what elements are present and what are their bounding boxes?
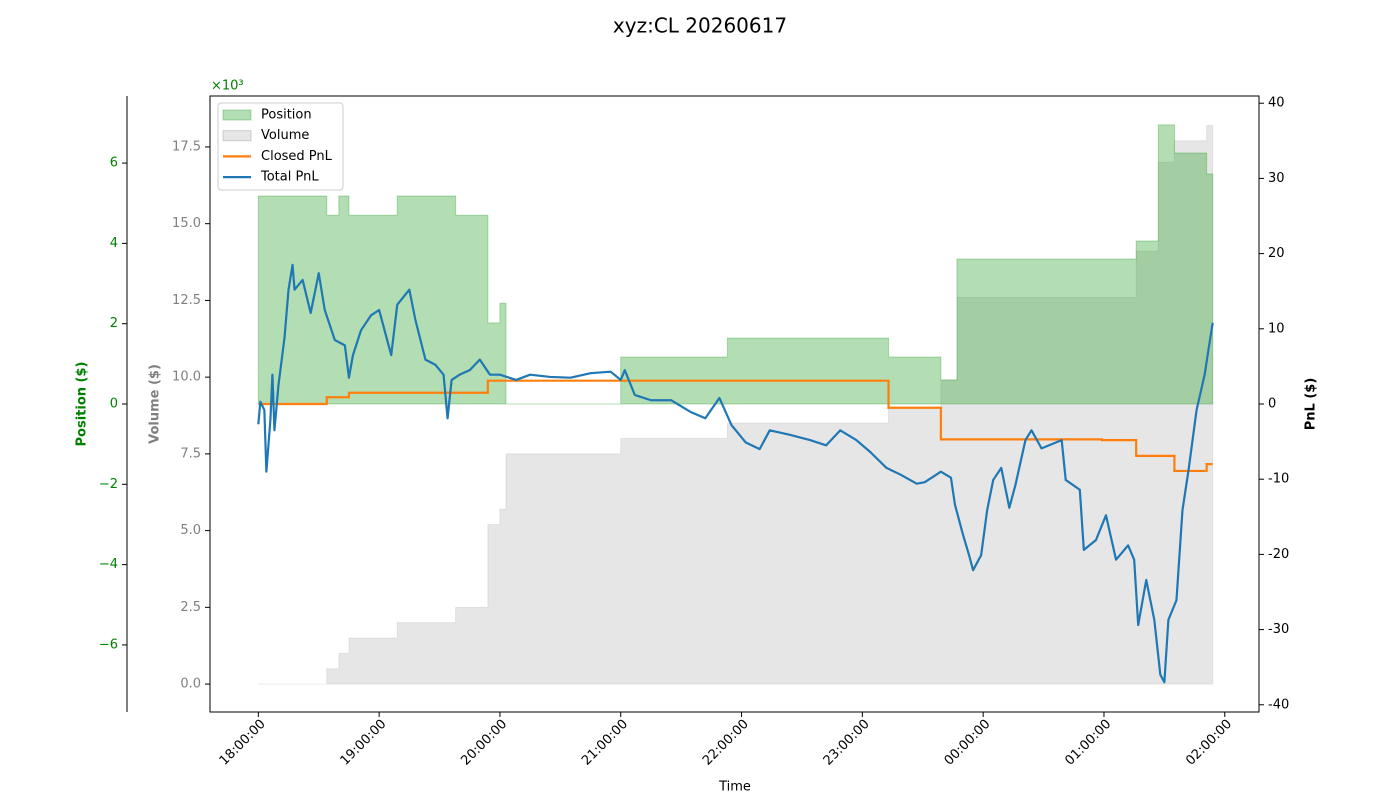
legend-frame: [217, 102, 344, 191]
legend-swatch: [222, 130, 252, 142]
legend-label: Closed PnL: [261, 149, 333, 164]
y3-tick-label: 30: [1268, 171, 1285, 186]
y3-axis-label: PnL ($): [1304, 378, 1319, 431]
y-tick-label: −4: [99, 557, 118, 572]
offset-text: ×10³: [211, 79, 244, 94]
y2-tick-label: 5.0: [180, 523, 201, 538]
y2-axis-label: Volume ($): [148, 364, 163, 444]
legend-label: Position: [261, 108, 312, 123]
y2-tick-label: 12.5: [172, 293, 201, 308]
y-axis-label: Position ($): [75, 362, 90, 447]
plot-area: [257, 124, 1214, 685]
x-tick-label: 02:00:00: [1183, 717, 1235, 769]
y2-tick-label: 7.5: [180, 446, 201, 461]
y2-tick-label: 2.5: [180, 600, 201, 615]
x-tick-label: 00:00:00: [942, 717, 994, 769]
x-tick-label: 01:00:00: [1062, 717, 1114, 769]
y3-tick-label: -20: [1268, 547, 1289, 562]
step-area: [258, 124, 1214, 685]
y3-tick-label: 20: [1268, 246, 1285, 261]
y3-tick-label: 0: [1268, 397, 1276, 412]
y-tick-label: 4: [110, 236, 118, 251]
x-tick-label: 22:00:00: [700, 717, 752, 769]
chart-title: xyz:CL 20260617: [613, 14, 787, 38]
y-tick-label: −2: [99, 477, 118, 492]
x-tick-label: 20:00:00: [458, 717, 510, 769]
y3-tick-label: 10: [1268, 321, 1285, 336]
y3-tick-label: -30: [1268, 622, 1289, 637]
step-area: [257, 124, 1214, 405]
y-tick-label: −6: [99, 637, 118, 652]
x-axis-label: Time: [718, 780, 751, 795]
y2-tick-label: 15.0: [172, 216, 201, 231]
y3-tick-label: -40: [1268, 697, 1289, 712]
y3-tick-label: -10: [1268, 472, 1289, 487]
x-tick-label: 21:00:00: [579, 717, 631, 769]
y-tick-label: 6: [110, 156, 118, 171]
y3-tick-label: 40: [1268, 96, 1285, 111]
y2-tick-label: 17.5: [172, 139, 201, 154]
legend-label: Volume: [261, 128, 309, 143]
y2-tick-label: 0.0: [180, 677, 201, 692]
y-tick-label: 0: [110, 397, 118, 412]
legend-label: Total PnL: [260, 170, 319, 185]
x-tick-label: 23:00:00: [821, 717, 873, 769]
legend: Position Volume Closed PnL Total PnL: [217, 102, 344, 191]
x-tick-label: 18:00:00: [217, 717, 269, 769]
line: [257, 263, 1214, 684]
y2-tick-label: 10.0: [172, 370, 201, 385]
legend-swatch: [222, 109, 252, 121]
x-tick-label: 19:00:00: [338, 717, 390, 769]
step-line: [258, 379, 1213, 473]
y-tick-label: 2: [110, 316, 118, 331]
